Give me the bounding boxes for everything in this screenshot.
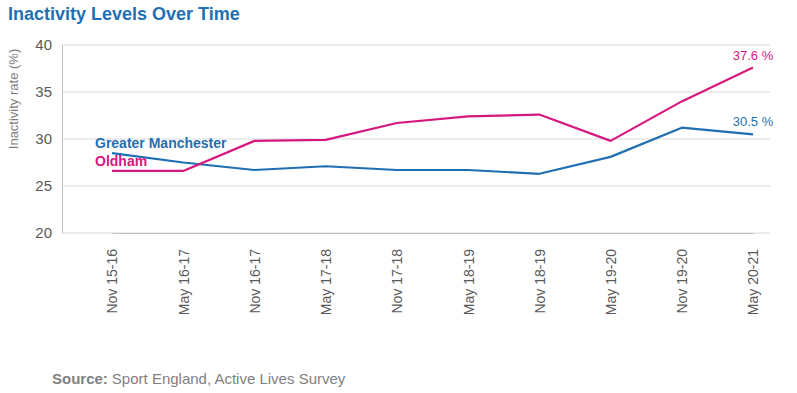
y-axis-line (62, 46, 63, 234)
y-tick-label: 35 (35, 83, 52, 100)
value-label: 37.6 % (733, 48, 774, 63)
value-labels: 30.5 % 37.6 % (733, 48, 774, 130)
x-tick-label: Nov 15-16 (104, 249, 120, 314)
x-tick-label: Nov 17-18 (389, 249, 405, 314)
title: Inactivity Levels Over Time (8, 4, 240, 24)
x-tick: Nov 19-20 (674, 233, 690, 314)
chart-container: Inactivity Levels Over Time 20 25 30 35 40 Ina… (0, 0, 797, 393)
y-axis: 20 25 30 35 40 (35, 36, 62, 241)
y-tick-label: 40 (35, 36, 52, 53)
y-tick: 30 (35, 130, 62, 147)
source-label: Source: (52, 370, 108, 387)
x-tick: Nov 18-19 (532, 233, 548, 314)
grid-line (62, 233, 770, 234)
series-line (112, 68, 753, 171)
x-tick: May 18-19 (461, 233, 477, 315)
y-tick-label: 20 (35, 224, 52, 241)
grid-line (62, 186, 770, 187)
x-tick-label: May 17-18 (318, 249, 334, 315)
series-label: Greater Manchester (95, 135, 227, 151)
source: Source:Sport England, Active Lives Surve… (52, 370, 346, 387)
x-tick: May 20-21 (745, 233, 761, 315)
y-tick: 35 (35, 83, 62, 100)
y-axis-title: Inactivity rate (%) (6, 49, 21, 149)
grid (62, 45, 770, 233)
x-tick: May 17-18 (318, 233, 334, 315)
x-tick-label: May 19-20 (603, 249, 619, 315)
x-tick-label: May 20-21 (745, 249, 761, 315)
grid-line (62, 45, 770, 46)
x-axis: Nov 15-16 May 16-17 Nov 16-17 May 17-18 Nov … (104, 233, 761, 315)
y-tick-label: 30 (35, 130, 52, 147)
x-tick: Nov 15-16 (104, 233, 120, 314)
lines (112, 68, 753, 174)
x-tick: Nov 17-18 (389, 233, 405, 314)
value-label: 30.5 % (733, 114, 774, 129)
y-tick: 25 (35, 177, 62, 194)
y-tick: 40 (35, 36, 62, 53)
x-tick: May 19-20 (603, 233, 619, 315)
x-tick: May 16-17 (176, 233, 192, 315)
x-tick-label: May 16-17 (176, 249, 192, 315)
x-tick-label: May 18-19 (461, 249, 477, 315)
x-tick-label: Nov 18-19 (532, 249, 548, 314)
chart-svg: Inactivity Levels Over Time 20 25 30 35 40 Ina… (0, 0, 797, 393)
series-label: Oldham (95, 153, 147, 169)
x-tick-label: Nov 19-20 (674, 249, 690, 314)
x-axis-line (113, 233, 754, 234)
y-tick-label: 25 (35, 177, 52, 194)
x-tick-label: Nov 16-17 (247, 249, 263, 314)
x-tick: Nov 16-17 (247, 233, 263, 314)
grid-line (62, 92, 770, 93)
source-text: Sport England, Active Lives Survey (112, 370, 346, 387)
y-tick: 20 (35, 224, 62, 241)
series-labels: Greater Manchester Oldham (95, 135, 227, 169)
